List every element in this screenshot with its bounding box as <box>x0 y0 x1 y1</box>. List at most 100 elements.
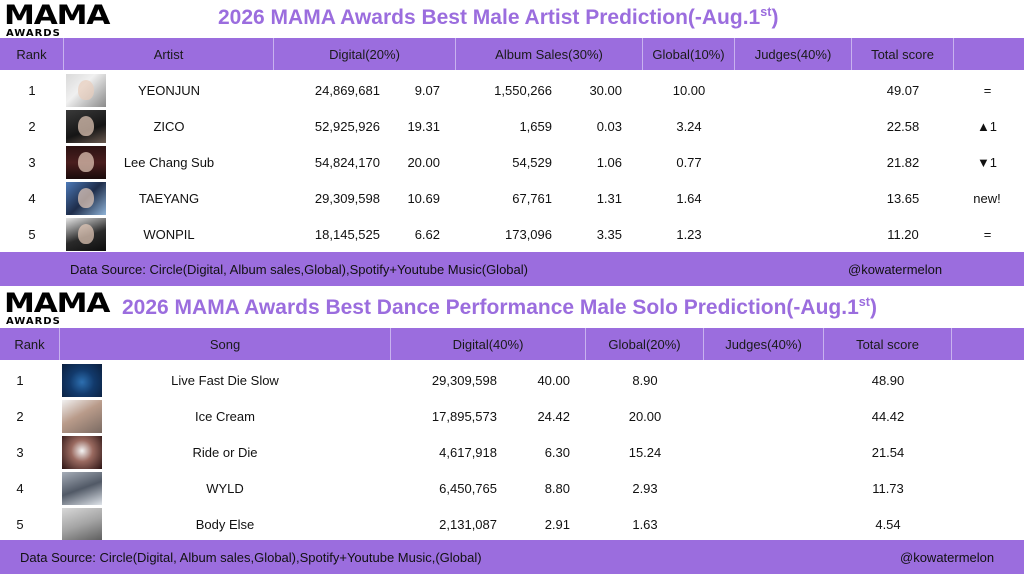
album-raw: 1,550,266 <box>494 82 552 98</box>
header-artist: Artist <box>64 38 274 70</box>
global-score: 8.90 <box>632 372 658 388</box>
author-handle: @kowatermelon <box>848 261 943 277</box>
total-score: 44.42 <box>871 408 905 424</box>
header-rank: Rank <box>0 328 60 360</box>
digital-score: 24.42 <box>537 408 570 424</box>
header-judges: Judges(40%) <box>735 38 852 70</box>
digital-raw: 29,309,598 <box>314 190 380 206</box>
header-album-sales: Album Sales(30%) <box>456 38 643 70</box>
album-score: 0.03 <box>596 118 622 134</box>
total-score: 21.82 <box>886 154 920 170</box>
album-score: 1.06 <box>596 154 622 170</box>
rank-cell: 4 <box>28 190 36 206</box>
header-judges: Judges(40%) <box>704 328 824 360</box>
global-score: 0.77 <box>676 154 702 170</box>
total-score: 22.58 <box>886 118 920 134</box>
table-row: 2 ZICO 52,925,926 19.31 1,659 0.03 3.24 … <box>0 108 1024 144</box>
table-row: 3 Lee Chang Sub 54,824,170 20.00 54,529 … <box>0 144 1024 180</box>
album-cover <box>62 508 102 541</box>
digital-score: 20.00 <box>407 154 440 170</box>
artist-name: YEONJUN <box>137 82 201 98</box>
rank-cell: 5 <box>16 516 24 532</box>
dance-table-footer: Data Source: Circle(Digital, Album sales… <box>0 540 1024 574</box>
judges-score <box>704 434 824 470</box>
header-extra <box>952 328 1024 360</box>
rank-change-down: ▼1 <box>976 154 998 170</box>
table-row: 5 Body Else 2,131,087 2.91 1.63 4.54 <box>0 506 1024 542</box>
digital-raw: 29,309,598 <box>431 372 497 388</box>
total-score: 49.07 <box>886 82 920 98</box>
artist-table-footer: Data Source: Circle(Digital, Album sales… <box>0 252 1024 286</box>
global-score: 1.64 <box>676 190 702 206</box>
album-raw: 173,096 <box>505 226 552 242</box>
rank-cell: 3 <box>28 154 36 170</box>
judges-score <box>735 180 852 216</box>
table-row: 1 YEONJUN 24,869,681 9.07 1,550,266 30.0… <box>0 72 1024 108</box>
judges-score <box>704 362 824 398</box>
mama-awards-logo: MAMA AWARDS <box>4 2 110 39</box>
global-score: 20.00 <box>628 408 662 424</box>
global-score: 1.23 <box>676 226 702 242</box>
song-title: Ice Cream <box>195 408 255 424</box>
album-score: 3.35 <box>596 226 622 242</box>
digital-raw: 2,131,087 <box>439 516 497 532</box>
header-song: Song <box>60 328 391 360</box>
album-raw: 54,529 <box>512 154 552 170</box>
artist-photo <box>66 218 106 251</box>
digital-score: 6.62 <box>414 226 440 242</box>
rank-cell: 2 <box>28 118 36 134</box>
album-score: 1.31 <box>596 190 622 206</box>
table-row: 2 Ice Cream 17,895,573 24.42 20.00 44.42 <box>0 398 1024 434</box>
rank-cell: 3 <box>16 444 24 460</box>
artist-photo <box>66 110 106 143</box>
data-source-text: Data Source: Circle(Digital, Album sales… <box>70 261 528 277</box>
table-row: 5 WONPIL 18,145,525 6.62 173,096 3.35 1.… <box>0 216 1024 252</box>
artist-name: Lee Chang Sub <box>123 154 215 170</box>
digital-score: 10.69 <box>407 190 440 206</box>
digital-raw: 18,145,525 <box>314 226 380 242</box>
album-cover <box>62 436 102 469</box>
global-score: 10.00 <box>672 82 706 98</box>
table-row: 4 WYLD 6,450,765 8.80 2.93 11.73 <box>0 470 1024 506</box>
judges-score <box>704 506 824 542</box>
song-title: Live Fast Die Slow <box>171 372 279 388</box>
header-digital: Digital(40%) <box>391 328 586 360</box>
total-score: 48.90 <box>871 372 905 388</box>
logo-word: MAMA <box>4 288 110 319</box>
artist-table-header: Rank Artist Digital(20%) Album Sales(30%… <box>0 38 1024 70</box>
artist-prediction-section: MAMA AWARDS 2026 MAMA Awards Best Male A… <box>0 2 1024 286</box>
table-row: 1 Live Fast Die Slow 29,309,598 40.00 8.… <box>0 362 1024 398</box>
rank-change-new: new! <box>973 190 1001 206</box>
artist-photo <box>66 182 106 215</box>
global-score: 3.24 <box>676 118 702 134</box>
album-raw: 67,761 <box>512 190 552 206</box>
total-score: 4.54 <box>875 516 901 532</box>
header-total-score: Total score <box>824 328 952 360</box>
data-source-text: Data Source: Circle(Digital, Album sales… <box>20 549 482 565</box>
artist-name: ZICO <box>153 118 185 134</box>
artist-photo <box>66 74 106 107</box>
rank-cell: 1 <box>28 82 36 98</box>
judges-score <box>735 216 852 252</box>
rank-change: = <box>983 82 992 98</box>
digital-score: 6.30 <box>544 444 570 460</box>
dance-section-title: 2026 MAMA Awards Best Dance Performance … <box>122 295 877 319</box>
digital-score: 2.91 <box>544 516 570 532</box>
artist-name: WONPIL <box>143 226 195 242</box>
logo-sub: AWARDS <box>6 316 61 327</box>
rank-cell: 1 <box>16 372 24 388</box>
dance-prediction-section: MAMA AWARDS 2026 MAMA Awards Best Dance … <box>0 290 1024 576</box>
rank-change-up: ▲1 <box>976 118 998 134</box>
header-total-score: Total score <box>852 38 954 70</box>
global-score: 15.24 <box>628 444 662 460</box>
digital-raw: 4,617,918 <box>439 444 497 460</box>
header-digital: Digital(20%) <box>274 38 456 70</box>
digital-score: 8.80 <box>544 480 570 496</box>
album-raw: 1,659 <box>519 118 552 134</box>
album-cover <box>62 400 102 433</box>
judges-score <box>704 398 824 434</box>
total-score: 11.20 <box>887 226 919 242</box>
judges-score <box>735 108 852 144</box>
digital-score: 9.07 <box>414 82 440 98</box>
total-score: 11.73 <box>872 480 904 496</box>
